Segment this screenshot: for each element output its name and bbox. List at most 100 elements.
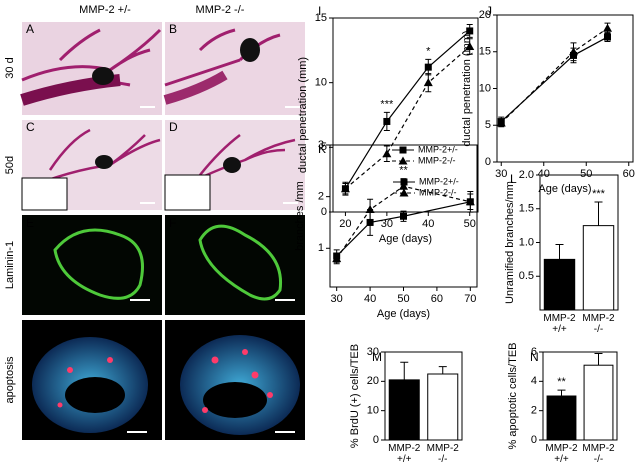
series-line [336,185,471,259]
y-tick-label: 20 [479,9,491,21]
lymph-node [92,67,114,85]
x-tick-label: MMP-2 -/- [582,443,615,465]
marker [604,33,611,41]
apoptotic-cells [57,349,273,413]
x-axis-label: Age (days) [538,183,591,195]
marker [465,41,475,50]
y-tick-label: 6 [531,346,537,358]
legend-label: MMP-2-/- [418,155,456,165]
y-tick-label: 15 [315,12,327,24]
y-tick-label: 4 [531,375,537,387]
significance: *** [380,98,394,110]
x-tick-label-box: MMP-2 +/+ [388,443,420,465]
y-tick-label: 1 [318,242,324,254]
figure-labels: MMP-2 +/- MMP-2 -/- 30 d 50d Laminin-1 apopto… [4,4,245,404]
marker [424,63,432,71]
error-bar [555,244,564,260]
series-line [344,30,471,190]
panel-letter: K [318,142,326,156]
column-header: MMP-2 -/- [196,4,245,16]
marker [340,184,350,193]
lumen [203,382,267,418]
inset [164,174,211,211]
error-bar [557,389,566,396]
y-tick-label: 2.0 [519,169,534,181]
y-axis-label: % BrdU (+) cells/TEB [349,344,361,448]
y-tick-label: 0 [531,434,537,446]
plot-frame [332,17,479,213]
series-line [500,27,608,124]
y-tick-label: 15 [479,46,491,58]
x-tick-label: 50 [464,218,476,230]
y-tick-label: 0 [321,206,327,218]
panel-letter: H [169,322,178,336]
ducts [163,70,228,105]
significance: * [426,45,431,57]
marker [466,27,474,35]
panel-letter: J [486,4,492,18]
row-label: 30 d [4,57,16,78]
marker [365,205,375,214]
micrograph-e [22,215,162,315]
y-axis-label: ductal penetration (mm) [297,57,309,173]
significance: *** [592,188,606,200]
panel-letter: D [169,120,178,134]
marker [383,117,391,125]
x-tick-label-box: MMP-2 -/- [427,443,459,465]
y-tick-label: 1.5 [519,203,534,215]
x-tick-label-box: MMP-2 -/- [582,313,615,335]
micrograph-b [165,22,305,115]
marker [399,181,408,190]
lymph-node [240,38,260,62]
x-tick-label: MMP-2 +/+ [545,443,578,465]
y-tick-label: 5 [485,119,491,131]
y-axis-label: branches /mm [294,181,306,251]
y-tick-label: 2 [531,405,537,417]
legend-marker [398,156,408,165]
x-axis-label: Age (days) [379,233,432,245]
marker [569,47,578,56]
x-tick-label: 40 [364,293,376,305]
scale-bars [127,106,300,433]
marker [366,218,374,226]
bar [546,395,577,441]
y-tick-label: 10 [479,82,491,94]
panel-letter: I [318,4,321,18]
marker [382,149,392,158]
y-tick-label: 1.0 [519,236,534,248]
y-tick-label: 0.5 [519,270,534,282]
x-tick-label: 30 [331,293,343,305]
panel-letter: E [26,216,34,230]
lymph-node [223,157,241,173]
x-tick-label: 60 [623,168,635,180]
y-tick-label: 30 [367,346,379,358]
y-axis-label: % apoptotic cells/TEB [507,343,519,450]
panel-letter: C [26,120,35,134]
significance: ** [557,376,566,388]
x-tick-label: 60 [431,293,443,305]
x-tick-label-box: MMP-2 -/- [582,443,615,465]
significance: ** [399,164,408,176]
x-tick-label-box: MMP-2 +/+ [543,313,576,335]
x-axis-label: Age (days) [377,308,430,320]
x-tick-label: MMP-2 +/+ [543,313,576,335]
x-tick-label: 30 [381,218,393,230]
y-axis-label: Unramified branches/mm [504,181,516,304]
x-tick-label: 40 [422,218,434,230]
basement-membrane [198,224,283,301]
column-header: MMP-2 +/- [79,4,131,16]
y-tick-label: 10 [367,405,379,417]
legend-label: MMP-2+/- [418,144,458,154]
x-tick-label: MMP-2 -/- [582,313,615,335]
plot-frame [542,351,618,441]
x-tick-label: 70 [464,293,476,305]
row-label: Laminin-1 [4,241,16,289]
bar [388,379,420,441]
plot-frame [384,351,463,441]
lymph-node [95,155,113,169]
marker [603,23,612,32]
marker [423,78,433,87]
